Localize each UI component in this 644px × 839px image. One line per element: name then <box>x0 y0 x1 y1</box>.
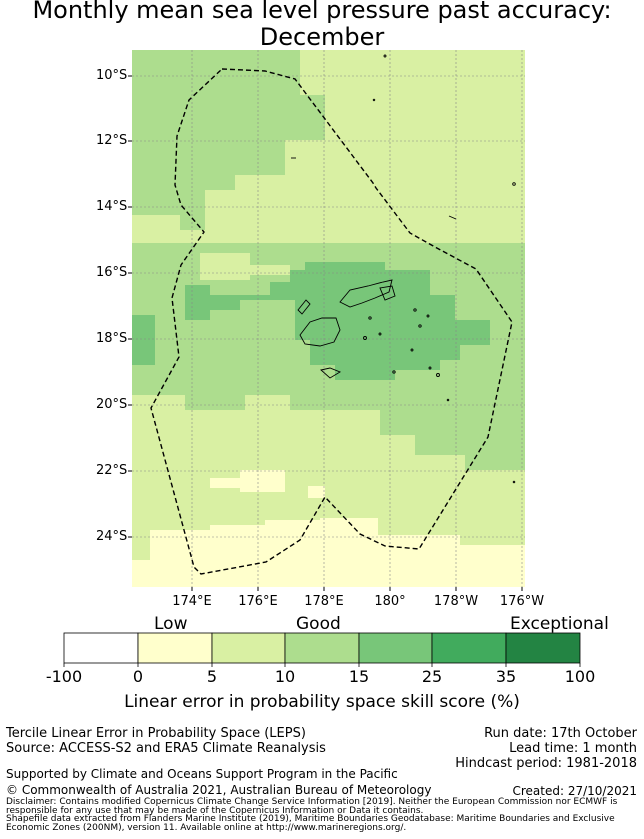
run-date: Run date: 17th October <box>484 726 637 741</box>
colorbar-bin-6 <box>431 632 507 664</box>
skill-field-dark-core <box>270 262 490 380</box>
hindcast-period: Hindcast period: 1981-2018 <box>455 756 637 771</box>
created-date: Created: 27/10/2021 <box>512 784 637 798</box>
colorbar <box>63 632 581 667</box>
skill-field-pale-patch <box>210 470 285 492</box>
lat-label: 22°S <box>96 463 128 478</box>
lon-label: 178°E <box>304 594 344 609</box>
lat-label: 16°S <box>96 265 128 280</box>
colorbar-tick: 5 <box>206 667 218 686</box>
copyright-text: © Commonwealth of Australia 2021, Austra… <box>6 783 432 797</box>
lat-label: 20°S <box>96 397 128 412</box>
colorbar-bin-5 <box>358 632 433 664</box>
lat-label: 12°S <box>96 133 128 148</box>
lead-time: Lead time: 1 month <box>509 741 637 756</box>
colorbar-tick: -100 <box>45 667 83 686</box>
skill-field-dark-edge <box>132 315 155 365</box>
lat-label: 10°S <box>96 68 128 83</box>
colorbar-label: Linear error in probability space skill … <box>124 692 520 712</box>
supported-text: Supported by Climate and Oceans Support … <box>6 767 398 781</box>
colorbar-tick: 35 <box>495 667 517 686</box>
skill-field-dark-west <box>185 285 270 320</box>
shapefile-line-2: Economic Zones (200NM), version 11. Avai… <box>6 823 407 833</box>
title-line-1: Monthly mean sea level pressure past acc… <box>32 0 612 24</box>
colorbar-tick: 100 <box>564 667 596 686</box>
lon-label: 180° <box>374 594 406 609</box>
skill-field-light-patch <box>200 253 290 280</box>
colorbar-category-good: Good <box>296 614 341 634</box>
eez-boundary <box>150 68 513 575</box>
lat-label: 18°S <box>96 331 128 346</box>
lat-label: 14°S <box>96 199 128 214</box>
skill-field-pale-south <box>132 518 525 587</box>
lon-label: 174°E <box>172 594 212 609</box>
title-line-2: December <box>259 23 385 51</box>
method-text: Tercile Linear Error in Probability Spac… <box>6 726 306 741</box>
colorbar-tick: 25 <box>421 667 443 686</box>
gridlines <box>132 50 525 587</box>
lon-label: 176°E <box>238 594 278 609</box>
colorbar-bin-1 <box>63 632 139 664</box>
skill-field-pale-small <box>308 486 325 498</box>
colorbar-category-low: Low <box>154 614 188 634</box>
colorbar-bin-2 <box>137 632 213 664</box>
colorbar-bin-4 <box>284 632 360 664</box>
fiji-islands <box>291 54 516 484</box>
source-text: Source: ACCESS-S2 and ERA5 Climate Reana… <box>6 741 326 756</box>
colorbar-tick: 0 <box>132 667 144 686</box>
disclaimer-line-2: responsible for any use that may be made… <box>6 806 424 816</box>
colorbar-bin-3 <box>211 632 286 664</box>
map-ticks <box>128 75 523 591</box>
skill-field-medium-north <box>132 50 325 230</box>
colorbar-tick: 15 <box>348 667 370 686</box>
colorbar-tick: 10 <box>274 667 296 686</box>
lon-label: 176°W <box>499 594 545 609</box>
colorbar-category-exceptional: Exceptional <box>510 614 609 634</box>
disclaimer-line-1: Disclaimer: Contains modified Copernicus… <box>6 797 618 807</box>
colorbar-bin-7 <box>505 632 581 664</box>
lon-label: 178°W <box>433 594 479 609</box>
shapefile-line-1: Shapefile data extracted from Flanders M… <box>6 814 615 824</box>
lat-label: 24°S <box>96 529 128 544</box>
